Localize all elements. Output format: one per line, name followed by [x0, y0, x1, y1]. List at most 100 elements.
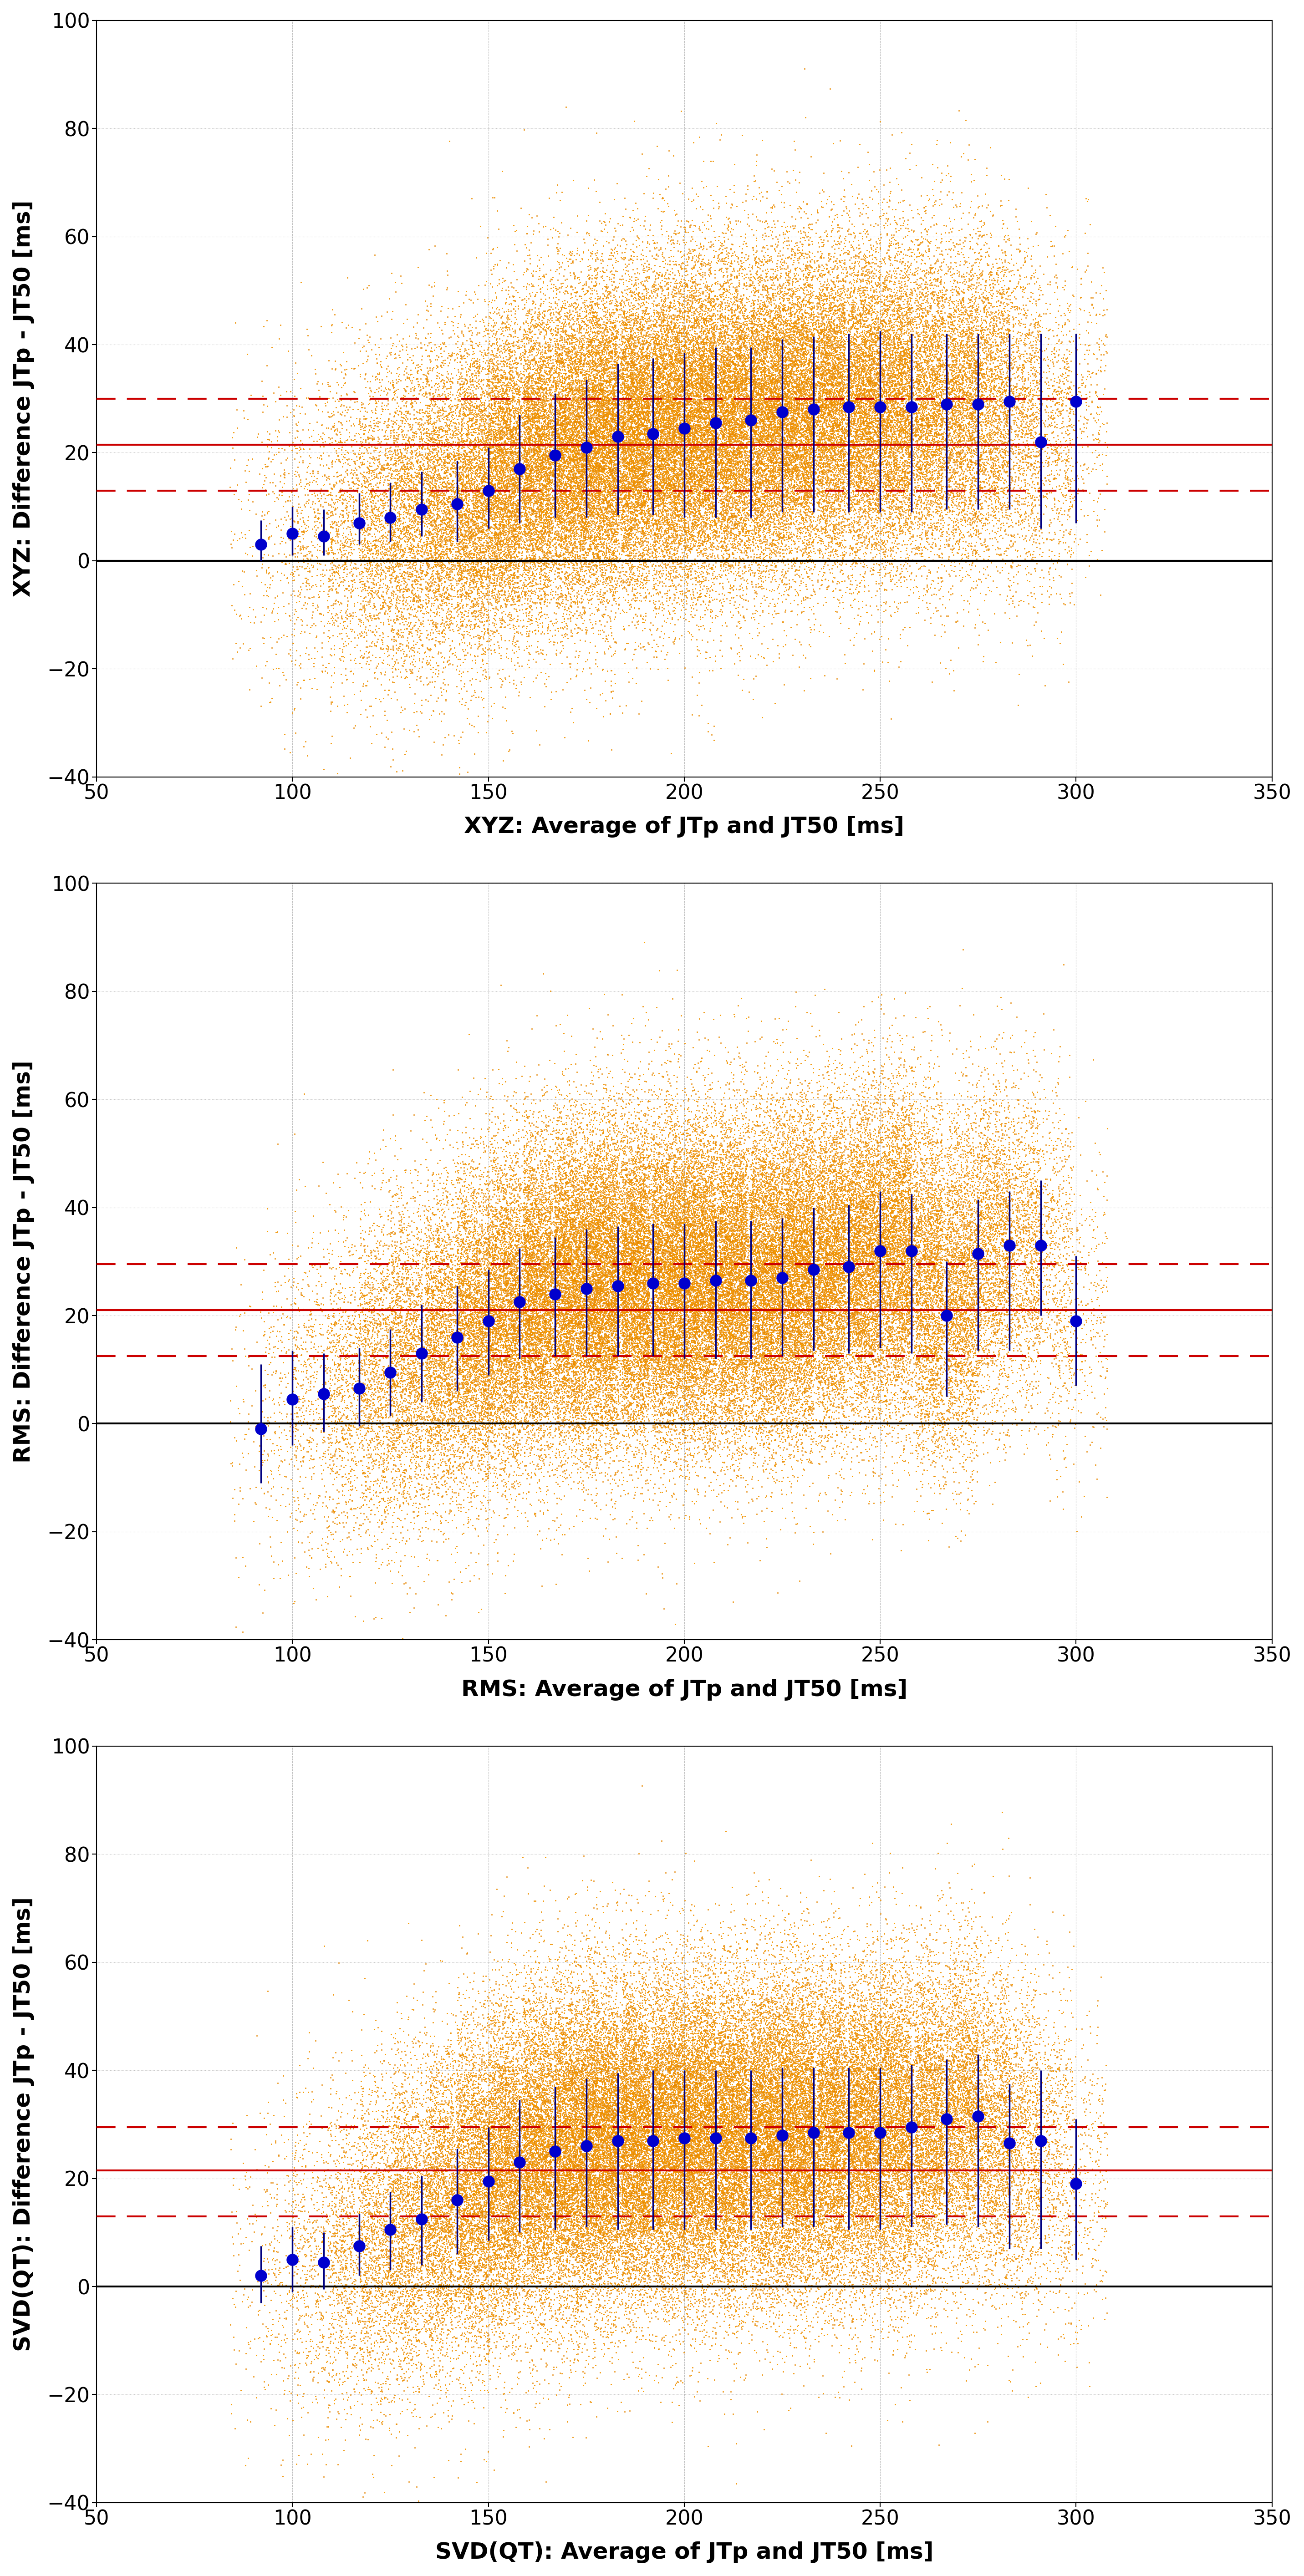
Point [986, 376, 1007, 417]
Point [943, 1267, 964, 1309]
Point [595, 1334, 615, 1376]
Point [838, 1255, 859, 1296]
Point [562, 1298, 583, 1340]
Point [928, 2063, 949, 2105]
Point [442, 2048, 463, 2089]
Point [670, 1345, 691, 1386]
Point [629, 2074, 649, 2115]
Point [707, 2213, 728, 2254]
Point [955, 435, 975, 477]
Point [755, 283, 776, 325]
Point [604, 492, 625, 533]
Point [458, 2259, 479, 2300]
Point [794, 1200, 815, 1242]
Point [596, 1103, 617, 1144]
Point [685, 2087, 705, 2128]
Point [970, 435, 991, 477]
Point [799, 1177, 820, 1218]
Point [696, 2081, 717, 2123]
Point [473, 2200, 494, 2241]
Point [846, 1283, 867, 1324]
Point [703, 2128, 724, 2169]
Point [862, 2017, 883, 2058]
Point [668, 363, 689, 404]
Point [605, 2058, 626, 2099]
Point [957, 1206, 978, 1247]
Point [522, 2143, 542, 2184]
Point [733, 471, 754, 513]
Point [673, 459, 694, 500]
Point [489, 1306, 510, 1347]
Point [532, 2063, 553, 2105]
Point [733, 1182, 754, 1224]
Point [871, 2038, 892, 2079]
Point [747, 1267, 768, 1309]
Point [752, 1288, 773, 1329]
Point [265, 466, 286, 507]
Point [819, 420, 840, 461]
Point [880, 410, 901, 451]
Point [846, 1226, 867, 1267]
Point [507, 381, 528, 422]
Point [458, 500, 479, 541]
Point [558, 1352, 579, 1394]
Point [822, 2117, 842, 2159]
Point [898, 1291, 919, 1332]
Point [480, 2112, 501, 2154]
Point [454, 1303, 475, 1345]
Point [732, 1288, 752, 1329]
Point [927, 1249, 948, 1291]
Point [981, 2056, 1001, 2097]
Point [670, 232, 691, 273]
Point [578, 1394, 599, 1435]
Point [561, 567, 582, 608]
Point [917, 379, 938, 420]
Point [629, 1376, 649, 1417]
Point [799, 2117, 820, 2159]
Point [911, 1319, 932, 1360]
Point [389, 1386, 409, 1427]
Point [426, 1234, 447, 1275]
Point [441, 2087, 462, 2128]
Point [893, 394, 914, 435]
Point [853, 1278, 874, 1319]
Point [732, 1273, 752, 1314]
Point [411, 1453, 432, 1494]
Point [438, 492, 459, 533]
Point [725, 518, 746, 559]
Point [630, 446, 651, 487]
Point [923, 2087, 944, 2128]
Point [286, 1283, 306, 1324]
Point [974, 2099, 995, 2141]
Point [952, 482, 973, 523]
Point [790, 407, 811, 448]
Point [765, 348, 786, 389]
Point [831, 2066, 852, 2107]
Point [780, 1180, 801, 1221]
Point [862, 384, 883, 425]
Point [417, 399, 438, 440]
Point [678, 2128, 699, 2169]
Point [546, 2014, 567, 2056]
Point [808, 2213, 829, 2254]
Point [553, 1301, 574, 1342]
Point [822, 1216, 842, 1257]
Point [626, 1249, 647, 1291]
Point [695, 2074, 716, 2115]
Point [406, 611, 426, 652]
Point [868, 1973, 889, 2014]
Point [776, 368, 797, 410]
Point [596, 1293, 617, 1334]
Point [496, 2213, 516, 2254]
Point [758, 2138, 778, 2179]
Point [408, 471, 429, 513]
Point [664, 1388, 685, 1430]
Point [966, 381, 987, 422]
Point [915, 1927, 936, 1968]
Point [493, 505, 514, 546]
Point [788, 2161, 808, 2202]
Point [771, 296, 792, 337]
Point [712, 2110, 733, 2151]
Point [396, 1293, 417, 1334]
Point [906, 492, 927, 533]
